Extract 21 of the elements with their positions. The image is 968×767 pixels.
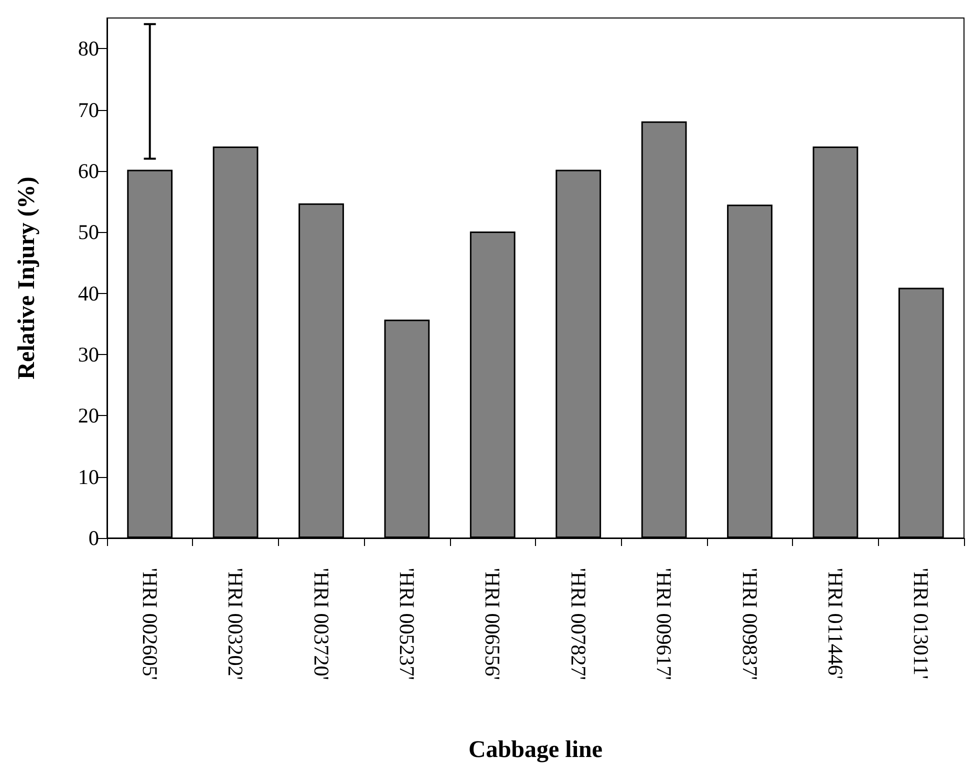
x-tick-label: 'HRI 003720' xyxy=(309,568,334,680)
x-tick-label: 'HRI 007827' xyxy=(566,568,590,680)
y-tick-label: 50 xyxy=(78,220,99,244)
x-tick-label: 'HRI 005237' xyxy=(394,568,419,680)
x-tick-label: 'HRI 003202' xyxy=(224,568,248,680)
x-tick-label: 'HRI 011446' xyxy=(823,568,848,680)
x-tick-label: 'HRI 006556' xyxy=(480,568,505,680)
y-tick-label: 20 xyxy=(78,404,99,428)
y-tick-label: 70 xyxy=(78,98,99,122)
x-tick-label: 'HRI 009617' xyxy=(652,568,676,680)
x-tick-label: 'HRI 002605' xyxy=(138,568,162,680)
y-axis-title: Relative Injury (%) xyxy=(14,176,40,380)
x-axis-title: Cabbage line xyxy=(468,737,603,763)
y-tick-label: 80 xyxy=(78,36,99,61)
y-tick-label: 10 xyxy=(78,464,99,489)
y-tick-label: 40 xyxy=(78,281,99,306)
x-tick-label: 'HRI 013011' xyxy=(909,568,934,680)
x-tick-label: 'HRI 009837' xyxy=(738,568,762,680)
y-tick-label: 0 xyxy=(88,526,99,550)
y-tick-label: 30 xyxy=(78,342,99,366)
y-tick-label: 60 xyxy=(78,158,99,183)
